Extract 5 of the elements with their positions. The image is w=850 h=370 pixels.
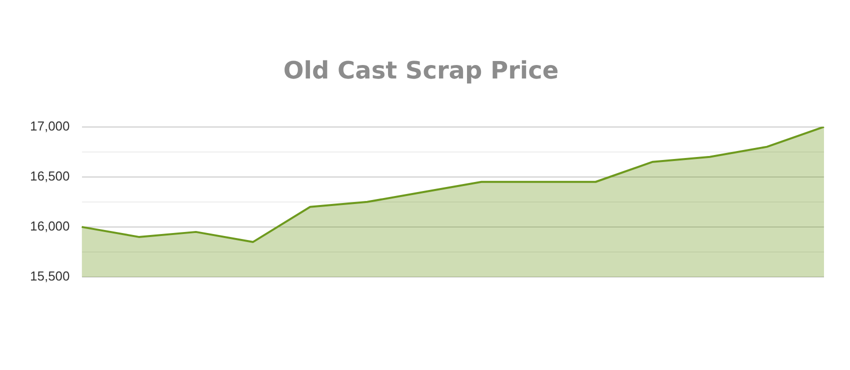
y-tick-label: 17,000 (30, 118, 70, 134)
y-tick-label: 16,500 (30, 168, 70, 184)
y-tick-label: 16,000 (30, 218, 70, 234)
y-tick-label: 15,500 (30, 268, 70, 284)
chart-title: Old Cast Scrap Price (283, 56, 559, 85)
